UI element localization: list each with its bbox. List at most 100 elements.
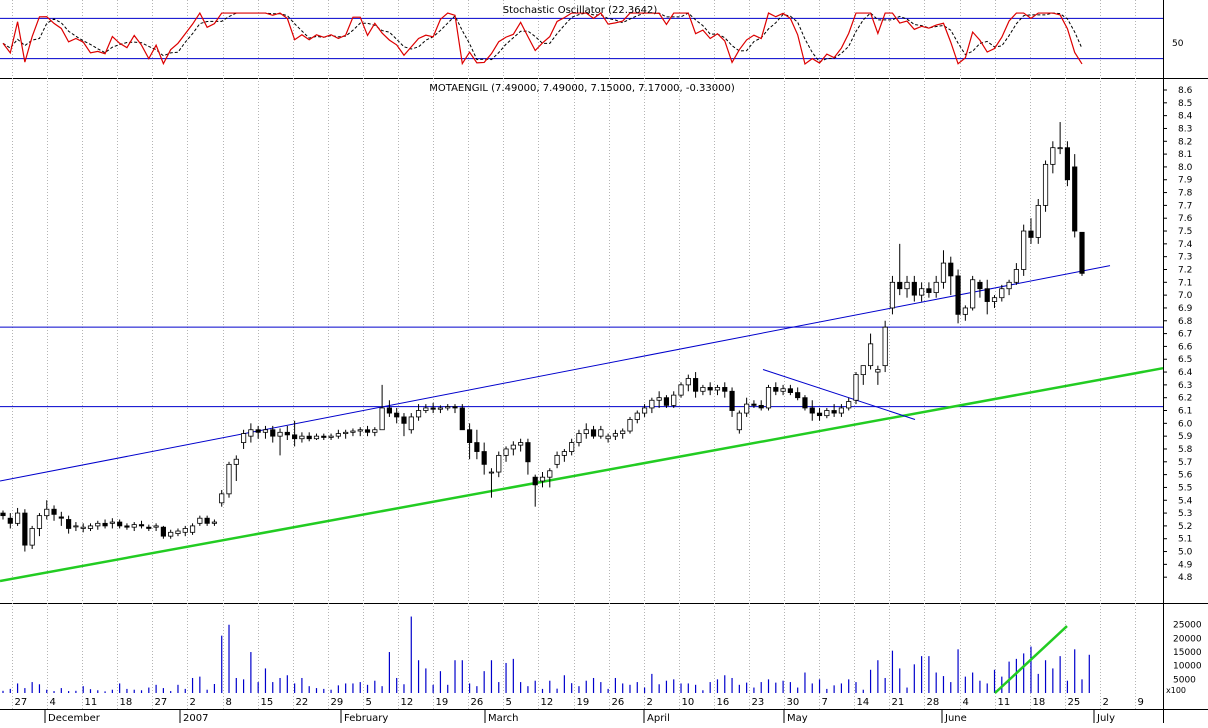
candle-body <box>270 429 276 437</box>
candle-body <box>292 434 298 440</box>
candle-body <box>481 451 487 465</box>
candle-body <box>867 343 874 367</box>
price-tick-label: 7.0 <box>1178 291 1193 301</box>
price-tick-label: 8.0 <box>1178 163 1193 173</box>
candle-body <box>649 399 655 409</box>
candle-body <box>940 262 947 283</box>
candle-body <box>627 419 633 432</box>
candle-body <box>795 392 801 399</box>
price-tick-label: 6.2 <box>1178 394 1192 404</box>
candle-body <box>445 406 451 409</box>
candle-body <box>714 387 721 391</box>
price-tick-label: 7.1 <box>1178 278 1192 288</box>
price-tick-label: 5.1 <box>1178 535 1192 545</box>
date-tick-label: 29 <box>331 697 344 708</box>
candle-body <box>262 429 269 433</box>
candle-body <box>897 281 903 290</box>
candle-body <box>1072 166 1078 232</box>
candle-body <box>510 444 516 450</box>
candle-body <box>255 429 261 433</box>
price-tick-label: 8.4 <box>1178 112 1193 122</box>
date-tick-label: 15 <box>261 697 274 708</box>
price-tick-label: 8.3 <box>1178 124 1192 134</box>
candle-body <box>846 401 852 409</box>
candle-body <box>66 519 72 529</box>
candle-body <box>962 307 968 315</box>
date-tick-label: 5 <box>366 697 372 708</box>
candle-body <box>518 442 524 446</box>
volume-tick-label: 10000 <box>1173 662 1202 672</box>
volume-tick-label: 20000 <box>1173 634 1202 644</box>
short-trend-line <box>762 369 916 420</box>
price-tick-label: 5.5 <box>1178 483 1192 493</box>
candle-body <box>1021 230 1027 270</box>
date-tick-label: 25 <box>1068 697 1081 708</box>
candle-body <box>284 431 290 436</box>
candle-body <box>583 429 589 434</box>
candle-body <box>889 281 896 309</box>
price-tick-label: 7.4 <box>1178 240 1193 250</box>
candle-body <box>321 435 327 438</box>
candle-body <box>1013 269 1019 283</box>
date-tick-label: 28 <box>927 697 940 708</box>
candle-body <box>496 454 502 473</box>
candle-body <box>248 429 254 437</box>
candle-body <box>532 476 538 486</box>
chart-title: MOTAENGIL (7.49000, 7.49000, 7.15000, 7.… <box>429 83 735 94</box>
price-panel <box>0 122 1164 583</box>
candle-body <box>598 429 604 437</box>
price-tick-label: 6.6 <box>1178 342 1193 352</box>
candle-body <box>350 430 356 433</box>
candle-body <box>474 442 480 452</box>
candle-body <box>911 281 917 296</box>
candle-body <box>437 407 444 410</box>
price-tick-label: 6.7 <box>1178 330 1192 340</box>
month-label: May <box>787 713 808 723</box>
date-tick-label: 11 <box>998 697 1011 708</box>
candle-body <box>641 407 648 414</box>
month-label: July <box>1096 713 1115 723</box>
candle-body <box>467 429 473 443</box>
candle-body <box>241 433 247 443</box>
candle-body <box>153 525 159 528</box>
candle-body <box>554 454 560 465</box>
candle-body <box>168 531 174 537</box>
volume-trend-line <box>994 625 1068 694</box>
date-tick-label: 2 <box>1103 697 1109 708</box>
date-tick-label: 18 <box>120 697 133 708</box>
candle-body <box>343 431 349 434</box>
price-tick-label: 6.1 <box>1178 407 1192 417</box>
date-tick-label: 19 <box>577 697 590 708</box>
candle-body <box>569 442 575 452</box>
date-tick-label: 11 <box>85 697 98 708</box>
candle-body <box>955 275 961 315</box>
date-tick-label: 8 <box>226 697 232 708</box>
month-label: 2007 <box>183 713 208 723</box>
candle-body <box>860 365 866 376</box>
candle-body <box>22 512 28 546</box>
candle-body <box>685 378 691 386</box>
candle-body <box>853 374 859 401</box>
volume-panel <box>2 616 1090 694</box>
candle-body <box>977 281 983 290</box>
candle-body <box>357 429 363 432</box>
candle-body <box>751 403 757 406</box>
price-tick-label: 7.9 <box>1178 176 1193 186</box>
candle-body <box>729 390 735 411</box>
price-tick-label: 8.5 <box>1178 99 1192 109</box>
price-tick-label: 6.5 <box>1178 355 1192 365</box>
candle-body <box>488 471 495 474</box>
candle-body <box>430 407 436 410</box>
candle-body <box>926 288 932 293</box>
candle-body <box>379 407 385 431</box>
date-tick-label: 12 <box>401 697 414 708</box>
candle-body <box>787 388 793 393</box>
candle-body <box>117 521 123 527</box>
price-tick-label: 5.0 <box>1178 548 1193 558</box>
date-tick-label: 30 <box>787 697 800 708</box>
candle-body <box>1050 147 1056 165</box>
price-tick-label: 7.6 <box>1178 214 1193 224</box>
candle-body <box>824 410 830 417</box>
